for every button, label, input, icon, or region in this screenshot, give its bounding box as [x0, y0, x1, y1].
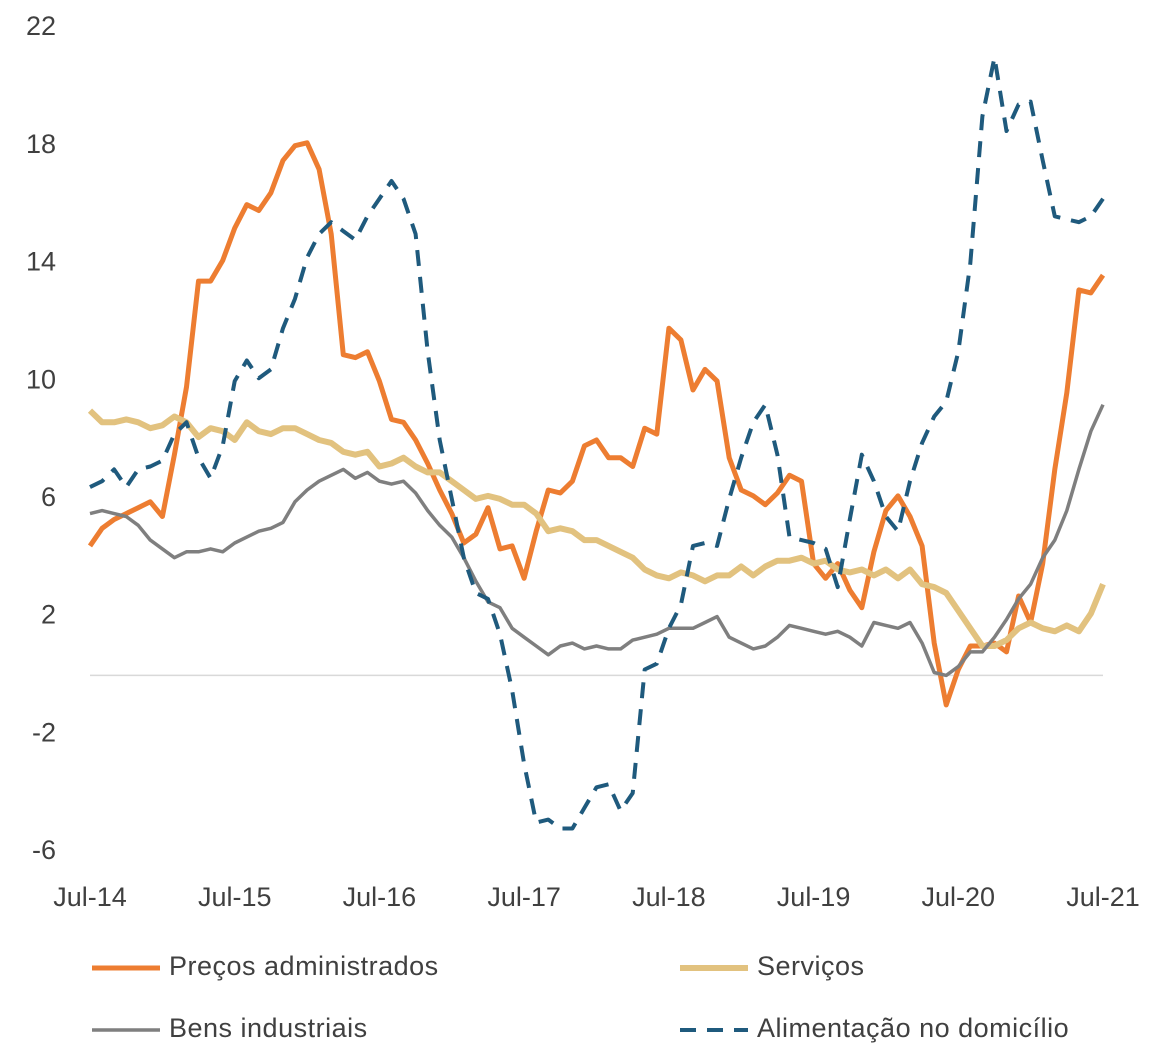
- series-line: [89, 55, 1105, 831]
- series-line: [87, 140, 1106, 708]
- x-tick-label: Jul-20: [922, 882, 996, 912]
- legend-label: Preços administrados: [169, 951, 439, 981]
- series-line: [89, 403, 1105, 678]
- y-tick-label: 14: [26, 247, 56, 277]
- y-tick-label: 22: [26, 11, 56, 41]
- x-tick-label: Jul-14: [53, 882, 127, 912]
- x-tick-label: Jul-21: [1066, 882, 1140, 912]
- y-tick-label: -6: [32, 835, 56, 865]
- y-tick-label: 6: [41, 482, 56, 512]
- legend-label: Serviços: [757, 951, 865, 981]
- x-tick-label: Jul-18: [632, 882, 706, 912]
- y-tick-label: -2: [32, 717, 56, 747]
- y-tick-label: 10: [26, 364, 56, 394]
- x-tick-label: Jul-19: [777, 882, 851, 912]
- legend-label: Bens industriais: [169, 1013, 368, 1043]
- series-line: [87, 408, 1106, 649]
- x-tick-label: Jul-17: [487, 882, 561, 912]
- legend-label: Alimentação no domicílio: [757, 1013, 1069, 1043]
- y-tick-label: 18: [26, 129, 56, 159]
- y-tick-label: 2: [41, 600, 56, 630]
- x-tick-label: Jul-15: [198, 882, 272, 912]
- x-tick-label: Jul-16: [343, 882, 417, 912]
